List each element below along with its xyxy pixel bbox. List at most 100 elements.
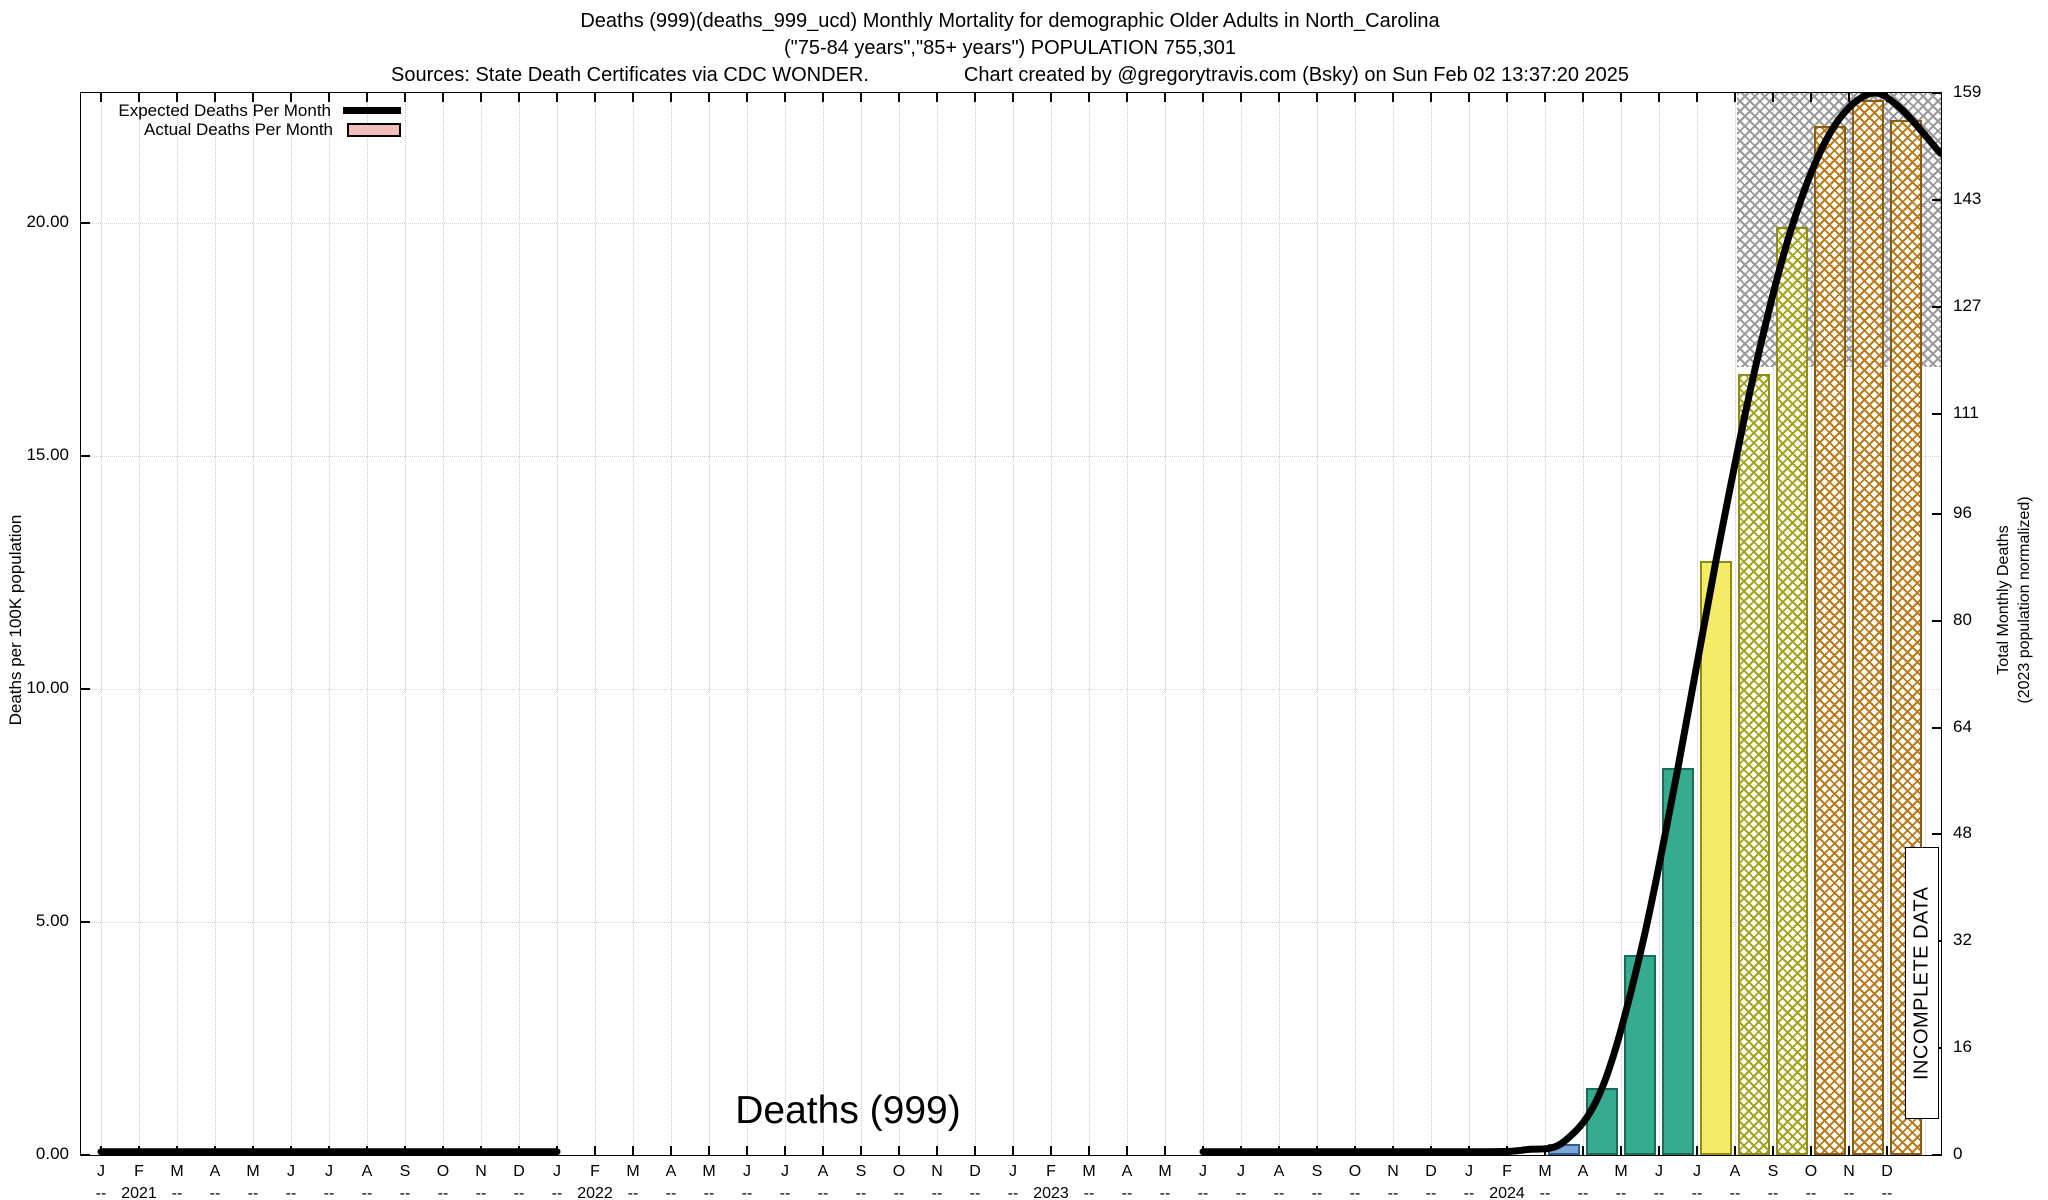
x-sub-label: -- [1387, 1185, 1399, 1200]
x-axis-top-tick [1544, 93, 1546, 102]
x-sub-label: -- [1653, 1185, 1665, 1200]
x-axis-top-tick [632, 93, 634, 102]
x-axis-top-tick [1392, 93, 1394, 102]
x-month-label: N [1843, 1163, 1855, 1180]
x-axis-tick [974, 1146, 976, 1155]
left-axis-tick-label: 5.00 [35, 911, 69, 931]
grid-line-vertical [747, 93, 748, 1155]
grid-line-vertical [253, 93, 254, 1155]
x-sub-label: -- [1121, 1185, 1133, 1200]
x-axis-top-tick [176, 93, 178, 102]
chart-credit: Chart created by @gregorytravis.com (Bsk… [963, 64, 1629, 86]
x-month-label: D [1425, 1163, 1437, 1180]
expected-deaths-line [1199, 93, 1941, 1155]
grid-line-vertical [291, 93, 292, 1155]
x-month-label: M [702, 1163, 716, 1180]
right-axis-tick-label: 0 [1953, 1144, 1963, 1163]
right-axis-tick-label: 32 [1953, 930, 1972, 950]
x-axis-tick [1772, 1146, 1774, 1155]
x-axis-tick [1620, 1146, 1622, 1155]
grid-line-vertical [1393, 93, 1394, 1155]
right-axis-tick [1932, 726, 1941, 729]
x-axis-tick [1012, 1146, 1014, 1155]
x-axis-top-tick [1772, 93, 1774, 102]
right-axis-tick [1932, 305, 1941, 308]
grid-line-horizontal [81, 689, 1941, 691]
grid-line-horizontal [81, 922, 1941, 924]
x-year-label: 2023 [1033, 1185, 1069, 1200]
grid-line-vertical [1925, 93, 1926, 1155]
grid-line-vertical [1203, 93, 1204, 1155]
x-month-label: J [1199, 1163, 1207, 1180]
grid-line-vertical [405, 93, 406, 1155]
x-month-label: A [1273, 1163, 1285, 1180]
x-sub-label: -- [285, 1185, 297, 1200]
x-axis-tick [1734, 1146, 1736, 1155]
right-axis-tick-label: 143 [1953, 188, 1982, 208]
grid-line-vertical [1659, 93, 1660, 1155]
grid-line-vertical [1811, 93, 1812, 1155]
grid-line-vertical [975, 93, 976, 1155]
x-month-label: J [97, 1163, 105, 1180]
x-sub-label: -- [893, 1185, 905, 1200]
x-month-label: O [1348, 1163, 1362, 1180]
legend-item-actual: Actual Deaths Per Month [85, 120, 401, 139]
x-year-label: 2022 [577, 1185, 613, 1200]
x-axis-tick [1164, 1146, 1166, 1155]
x-month-label: M [1082, 1163, 1096, 1180]
x-sub-label: -- [1881, 1185, 1893, 1200]
x-month-label: J [1009, 1163, 1017, 1180]
x-axis-tick [936, 1146, 938, 1155]
x-sub-label: -- [1235, 1185, 1247, 1200]
grid-line-vertical [101, 93, 102, 1155]
x-month-label: N [1387, 1163, 1399, 1180]
x-axis-tick [1582, 1146, 1584, 1155]
left-axis-tick [81, 1154, 90, 1156]
grid-line-vertical [1051, 93, 1052, 1155]
x-month-label: F [134, 1163, 144, 1180]
grid-line-vertical [1355, 93, 1356, 1155]
x-axis-tick [1696, 1146, 1698, 1155]
x-sub-label: -- [665, 1185, 677, 1200]
left-axis-tick-label: 10.00 [26, 678, 69, 698]
legend-label-actual: Actual Deaths Per Month [144, 119, 333, 139]
grid-line-vertical [1089, 93, 1090, 1155]
x-month-label: J [325, 1163, 333, 1180]
grid-line-vertical [1165, 93, 1166, 1155]
x-month-label: M [1158, 1163, 1172, 1180]
x-axis-top-tick [1012, 93, 1014, 102]
x-sub-label: -- [1691, 1185, 1703, 1200]
x-axis-top-tick [860, 93, 862, 102]
right-axis-tick [1932, 412, 1941, 415]
x-axis-top-tick [746, 93, 748, 102]
grid-line-vertical [329, 93, 330, 1155]
x-sub-label: -- [779, 1185, 791, 1200]
x-sub-label: -- [247, 1185, 259, 1200]
x-axis-top-tick [822, 93, 824, 102]
right-axis-tick-label: 80 [1953, 609, 1972, 629]
x-sub-label: -- [1767, 1185, 1779, 1200]
x-sub-label: -- [1083, 1185, 1095, 1200]
x-axis-top-tick [1848, 93, 1850, 102]
right-axis-tick-label: 16 [1953, 1037, 1972, 1057]
x-axis-top-tick [290, 93, 292, 102]
x-axis-top-tick [594, 93, 596, 102]
x-axis-tick [670, 1146, 672, 1155]
x-axis-top-tick [1658, 93, 1660, 102]
right-axis-tick-label: 111 [1953, 402, 1979, 422]
x-sub-label: -- [931, 1185, 943, 1200]
x-month-label: S [399, 1163, 411, 1180]
x-axis-top-tick [252, 93, 254, 102]
grid-line-vertical [367, 93, 368, 1155]
grid-line-vertical [481, 93, 482, 1155]
x-axis-top-tick [518, 93, 520, 102]
x-month-label: J [553, 1163, 561, 1180]
x-month-label: J [1655, 1163, 1663, 1180]
legend-item-expected: Expected Deaths Per Month [85, 101, 401, 120]
x-sub-label: -- [1805, 1185, 1817, 1200]
grid-line-vertical [1507, 93, 1508, 1155]
grid-line-vertical [1735, 93, 1736, 1155]
x-axis-top-tick [1240, 93, 1242, 102]
x-axis-tick [784, 1146, 786, 1155]
grid-line-vertical [1849, 93, 1850, 1155]
